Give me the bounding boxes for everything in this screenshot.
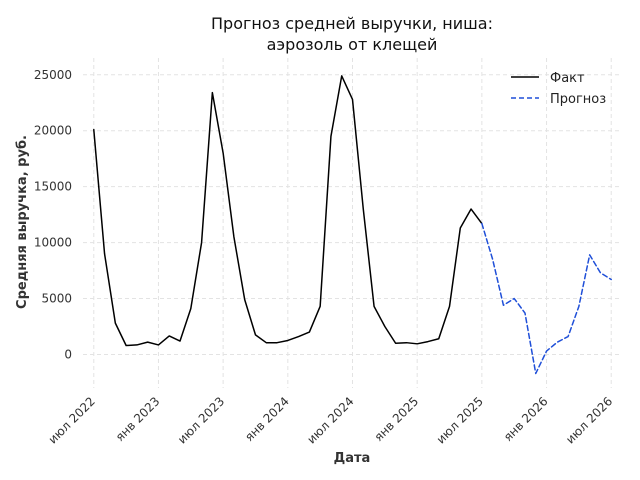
x-tick-label: июл 2023 [175,394,227,446]
series-layer [93,75,612,375]
legend: Факт Прогноз [511,71,606,107]
y-tick-label: 15000 [34,180,72,194]
x-axis-ticks: июл 2022 янв 2023 июл 2023 янв 2024 июл 2024… [46,394,616,446]
x-tick-label: янв 2023 [113,394,163,444]
chart-title-line-1: Прогноз средней выручки, ниша: [211,14,493,33]
x-gridlines [93,58,612,388]
y-tick-label: 20000 [34,124,72,138]
y-tick-label: 25000 [34,68,72,82]
y-tick-label: 10000 [34,236,72,250]
y-tick-label: 0 [64,347,72,361]
x-tick-label: июл 2026 [563,394,615,446]
y-axis-ticks: 0 5000 10000 15000 20000 25000 [34,68,72,362]
x-tick-label: янв 2025 [371,394,421,444]
y-gridlines [83,74,622,355]
y-tick-label: 5000 [41,292,72,306]
x-tick-label: июл 2024 [304,394,356,446]
x-axis-label: Дата [334,451,371,466]
legend-label-forecast: Прогноз [550,92,606,107]
x-tick-label: янв 2024 [242,394,292,444]
legend-label-fact: Факт [550,71,585,86]
chart-title-line-2: аэрозоль от клещей [267,35,438,54]
x-tick-label: июл 2022 [46,394,98,446]
x-tick-label: янв 2026 [501,394,551,444]
x-tick-label: июл 2025 [434,394,486,446]
y-axis-label: Средняя выручка, руб. [15,135,30,309]
